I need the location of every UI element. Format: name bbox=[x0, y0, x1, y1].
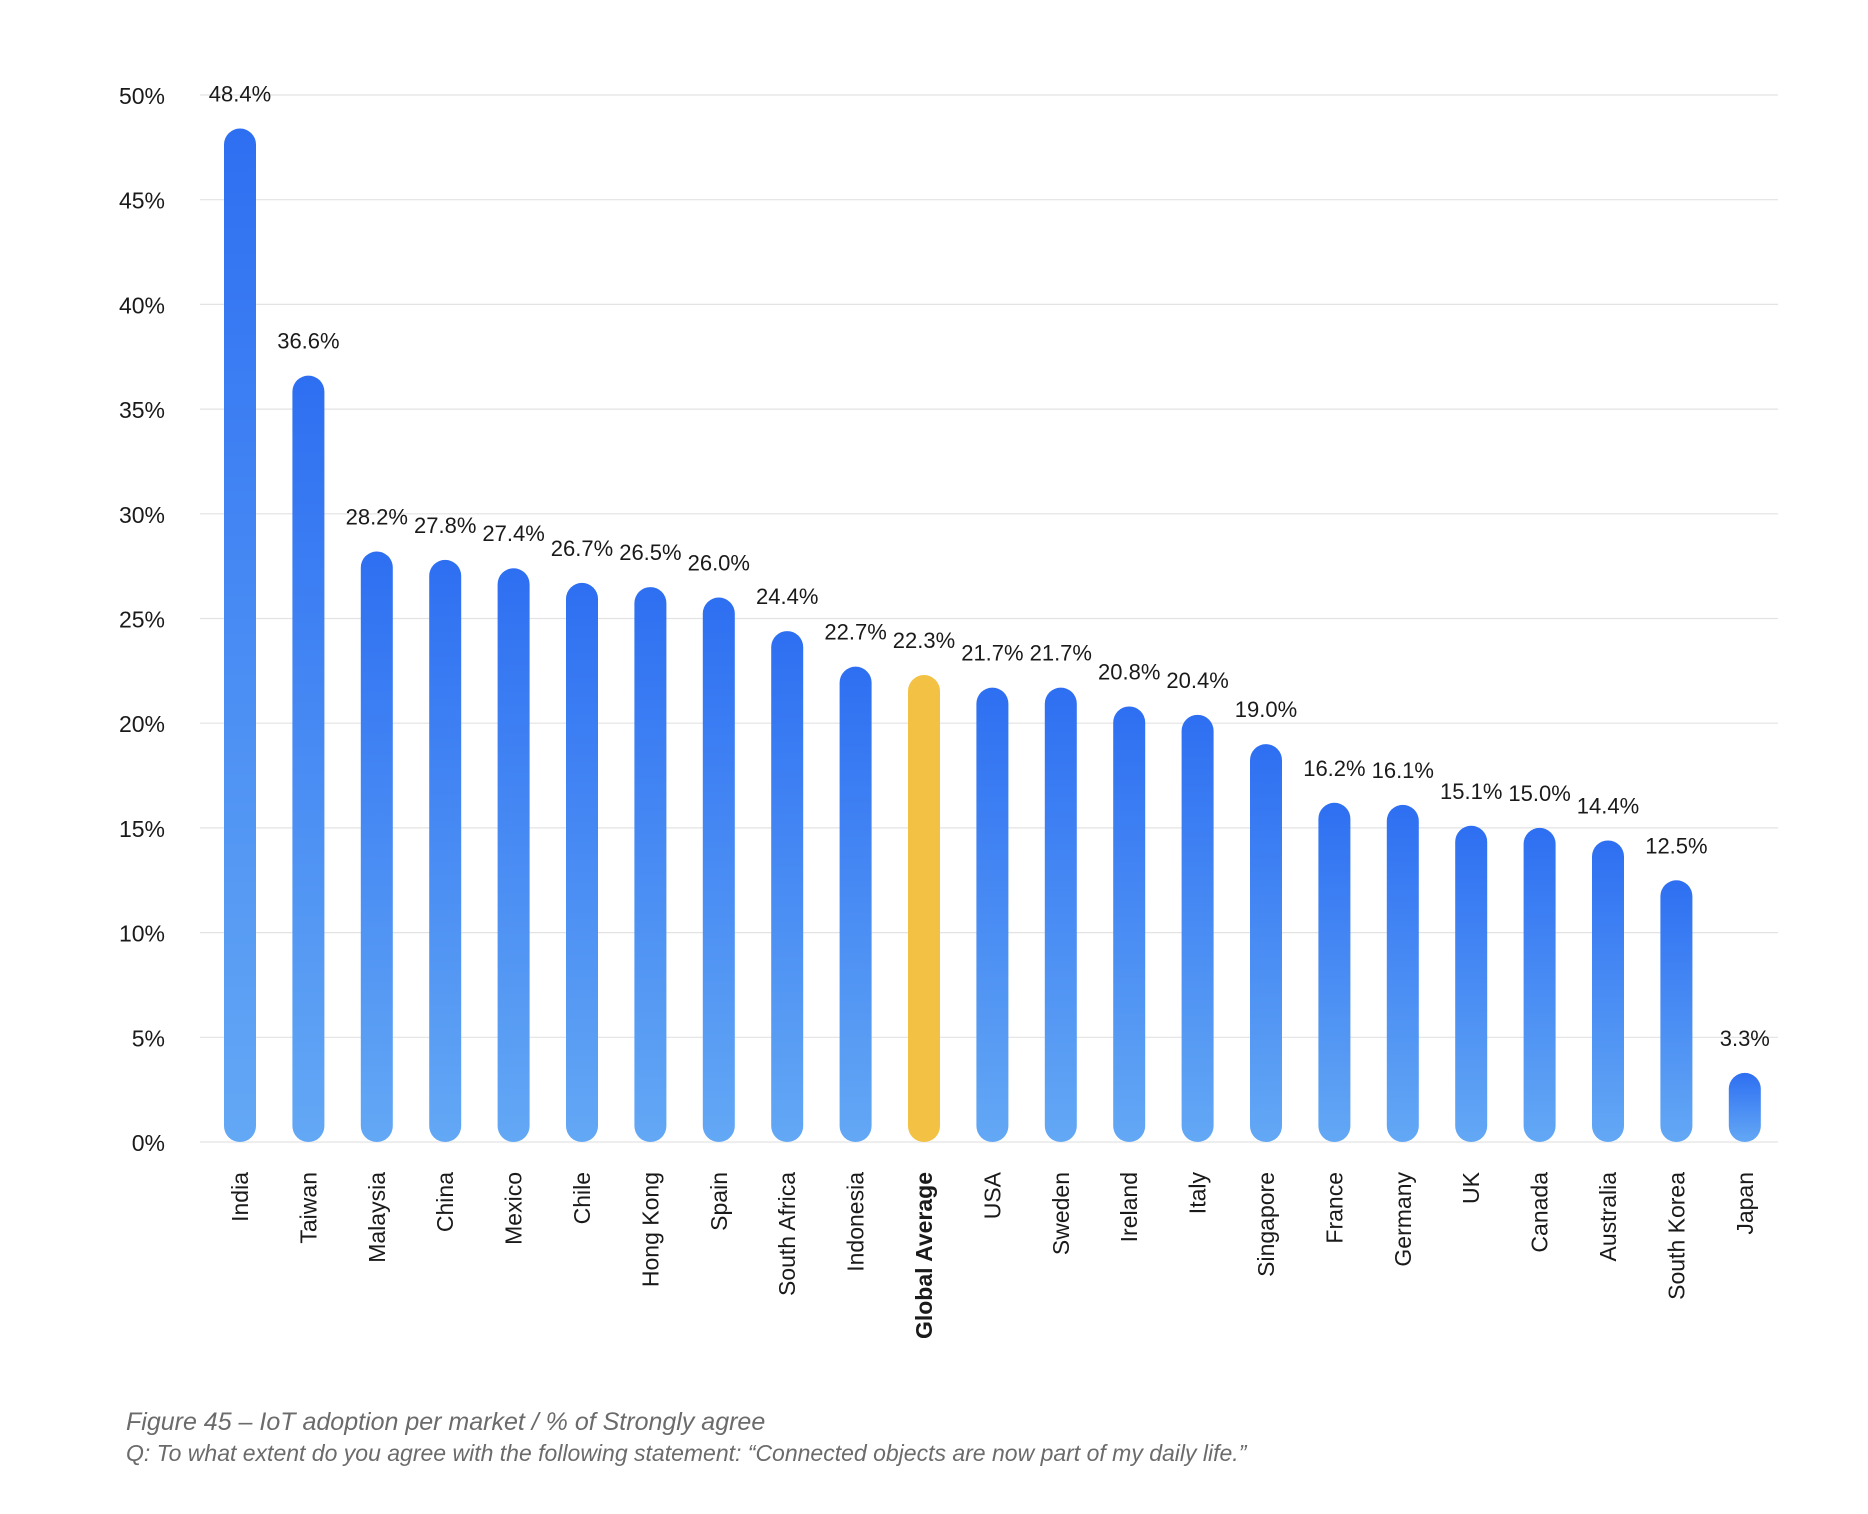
bar-ireland bbox=[1113, 706, 1146, 1142]
value-label: 15.0% bbox=[1508, 781, 1570, 806]
bar-canada bbox=[1523, 827, 1556, 1142]
x-tick-label: South Korea bbox=[1663, 1172, 1689, 1300]
y-tick-label: 25% bbox=[119, 607, 165, 633]
value-label: 21.7% bbox=[961, 641, 1023, 666]
value-label: 16.2% bbox=[1303, 756, 1365, 781]
value-label: 28.2% bbox=[346, 504, 408, 529]
x-tick-label: Mexico bbox=[501, 1172, 527, 1245]
bar-hong-kong bbox=[634, 587, 667, 1142]
x-tick-label: Sweden bbox=[1048, 1172, 1074, 1255]
x-tick-label: Global Average bbox=[911, 1172, 937, 1339]
value-labels: 48.4% 36.6% 28.2% 27.8% 27.4% 26.7% 26.5% 26.0%… bbox=[209, 82, 1770, 1051]
value-label: 20.8% bbox=[1098, 659, 1160, 684]
x-tick-label: Chile bbox=[569, 1172, 595, 1224]
y-tick-label: 30% bbox=[119, 502, 165, 528]
bar-usa bbox=[976, 687, 1009, 1142]
value-label: 22.3% bbox=[893, 628, 955, 653]
value-label: 26.0% bbox=[688, 551, 750, 576]
y-tick-label: 20% bbox=[119, 711, 165, 737]
x-tick-label: China bbox=[432, 1172, 458, 1232]
x-tick-label: Singapore bbox=[1253, 1172, 1279, 1277]
x-tick-label: Australia bbox=[1595, 1172, 1621, 1262]
bar-japan bbox=[1728, 1072, 1761, 1142]
bar-malaysia bbox=[360, 551, 393, 1142]
value-label: 22.7% bbox=[824, 620, 886, 645]
bar-australia bbox=[1592, 840, 1624, 1142]
bar-france bbox=[1318, 802, 1351, 1142]
x-tick-label: Indonesia bbox=[843, 1172, 869, 1272]
value-label: 36.6% bbox=[277, 329, 339, 354]
figure-caption: Figure 45 – IoT adoption per market / % … bbox=[126, 1406, 1246, 1468]
bar-global-average bbox=[908, 675, 940, 1142]
value-label: 48.4% bbox=[209, 82, 271, 107]
bar-china bbox=[429, 559, 462, 1142]
value-label: 14.4% bbox=[1577, 793, 1639, 818]
x-tick-label: India bbox=[227, 1172, 253, 1222]
x-tick-label: Italy bbox=[1185, 1172, 1211, 1215]
bar-mexico bbox=[497, 568, 530, 1142]
y-tick-label: 10% bbox=[119, 921, 165, 947]
x-axis-category-labels: India Taiwan Malaysia China Mexico Chile Hong … bbox=[227, 1171, 1758, 1339]
value-label: 26.7% bbox=[551, 536, 613, 561]
bar-uk bbox=[1455, 825, 1488, 1142]
y-tick-label: 5% bbox=[132, 1025, 165, 1051]
x-tick-label: USA bbox=[979, 1171, 1005, 1219]
bar-south-africa bbox=[771, 631, 804, 1142]
bars bbox=[224, 128, 1761, 1142]
bar-india bbox=[224, 128, 256, 1142]
value-label: 21.7% bbox=[1030, 641, 1092, 666]
x-tick-label: Hong Kong bbox=[637, 1172, 663, 1287]
x-tick-label: Ireland bbox=[1116, 1172, 1142, 1242]
value-label: 26.5% bbox=[619, 540, 681, 565]
x-tick-label: Spain bbox=[706, 1172, 732, 1231]
x-tick-label: Canada bbox=[1527, 1172, 1553, 1253]
x-tick-label: South Africa bbox=[774, 1172, 800, 1296]
y-tick-label: 45% bbox=[119, 188, 165, 214]
x-tick-label: Japan bbox=[1732, 1172, 1758, 1235]
bar-spain bbox=[702, 597, 735, 1142]
bar-indonesia bbox=[839, 666, 872, 1142]
y-tick-label: 50% bbox=[119, 83, 165, 109]
value-label: 24.4% bbox=[756, 584, 818, 609]
value-label: 3.3% bbox=[1720, 1026, 1770, 1051]
bar-south-korea bbox=[1660, 880, 1693, 1142]
y-axis-tick-labels: 0% 5% 10% 15% 20% 25% 30% 35% 40% 45% 50% bbox=[119, 83, 165, 1156]
bar-germany bbox=[1386, 804, 1419, 1142]
value-label: 27.4% bbox=[482, 521, 544, 546]
value-label: 15.1% bbox=[1440, 779, 1502, 804]
x-tick-label: UK bbox=[1458, 1171, 1484, 1204]
bar-singapore bbox=[1250, 744, 1282, 1142]
y-tick-label: 35% bbox=[119, 397, 165, 423]
value-label: 12.5% bbox=[1645, 833, 1707, 858]
caption-title: Figure 45 – IoT adoption per market / % … bbox=[126, 1408, 766, 1436]
bar-sweden bbox=[1044, 687, 1077, 1142]
x-tick-label: Taiwan bbox=[295, 1172, 321, 1244]
y-tick-label: 15% bbox=[119, 816, 165, 842]
value-label: 27.8% bbox=[414, 513, 476, 538]
bar-chile bbox=[566, 582, 598, 1142]
caption-subtitle: Q: To what extent do you agree with the … bbox=[126, 1440, 1247, 1466]
y-tick-label: 0% bbox=[132, 1130, 165, 1156]
x-tick-label: France bbox=[1321, 1172, 1347, 1244]
bar-italy bbox=[1181, 714, 1214, 1142]
value-label: 19.0% bbox=[1235, 697, 1297, 722]
x-tick-label: Germany bbox=[1390, 1172, 1416, 1267]
x-tick-label: Malaysia bbox=[364, 1172, 390, 1263]
value-label: 16.1% bbox=[1372, 758, 1434, 783]
value-label: 20.4% bbox=[1166, 668, 1228, 693]
bar-taiwan bbox=[292, 375, 325, 1142]
y-tick-label: 40% bbox=[119, 292, 165, 318]
